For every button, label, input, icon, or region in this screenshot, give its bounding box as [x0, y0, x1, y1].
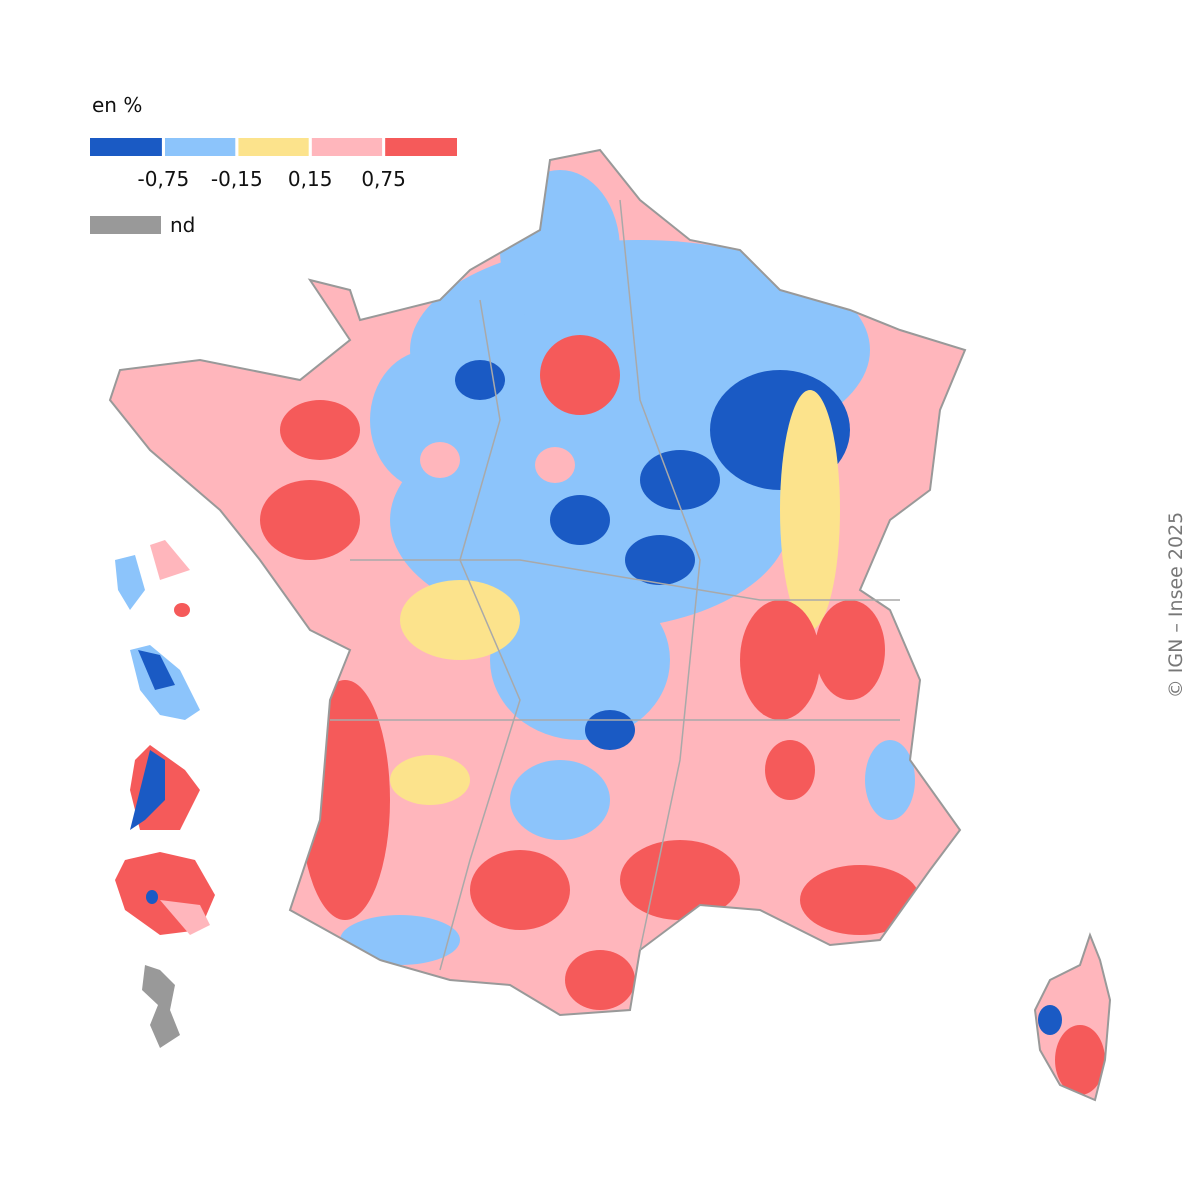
- area: [815, 600, 885, 700]
- area: [260, 480, 360, 560]
- area: [400, 580, 520, 660]
- area: [565, 950, 635, 1010]
- france-map: [110, 150, 965, 1015]
- area: [138, 650, 175, 690]
- area: [470, 850, 570, 930]
- area: [765, 740, 815, 800]
- area: [455, 360, 505, 400]
- area: [420, 442, 460, 478]
- legend-break-label: 0,15: [288, 167, 333, 191]
- area: [146, 890, 158, 904]
- legend-swatch: [311, 138, 384, 156]
- area: [300, 680, 390, 920]
- area: [390, 755, 470, 805]
- legend-nd-swatch: [90, 216, 161, 234]
- legend-break-label: 0,75: [361, 167, 406, 191]
- area: [740, 600, 820, 720]
- credit: © IGN – Insee 2025: [1165, 512, 1187, 698]
- region-border: [330, 199, 900, 971]
- area: [540, 335, 620, 415]
- corsica: [1035, 935, 1110, 1100]
- area: [895, 330, 945, 490]
- corsica-outline: [1033, 932, 1112, 1102]
- area: [490, 580, 670, 740]
- legend-title: en %: [92, 93, 142, 117]
- area: [550, 495, 610, 545]
- overseas: [115, 540, 215, 1048]
- area: [500, 170, 620, 330]
- legend-swatch: [238, 138, 311, 156]
- area: [865, 740, 915, 820]
- area: [115, 555, 145, 610]
- legend-swatch: [90, 138, 164, 156]
- area: [340, 915, 460, 965]
- area: [625, 535, 695, 585]
- area: [174, 603, 190, 617]
- legend-swatch: [164, 138, 237, 156]
- area: [1055, 1025, 1105, 1095]
- area-nd: [142, 965, 180, 1048]
- area: [280, 400, 360, 460]
- legend-swatch: [385, 138, 457, 156]
- area: [160, 900, 210, 935]
- area: [130, 750, 165, 830]
- area: [780, 390, 840, 630]
- legend-break-label: -0,75: [138, 167, 190, 191]
- area: [150, 540, 190, 580]
- area: [1038, 1005, 1062, 1035]
- legend: -0,75 -0,15 0,15 0,75 nd: [90, 138, 457, 237]
- area: [510, 760, 610, 840]
- legend-break-label: -0,15: [211, 167, 263, 191]
- area: [620, 840, 740, 920]
- area: [640, 450, 720, 510]
- legend-nd-label: nd: [170, 213, 195, 237]
- area: [585, 710, 635, 750]
- area: [800, 865, 920, 935]
- area: [535, 447, 575, 483]
